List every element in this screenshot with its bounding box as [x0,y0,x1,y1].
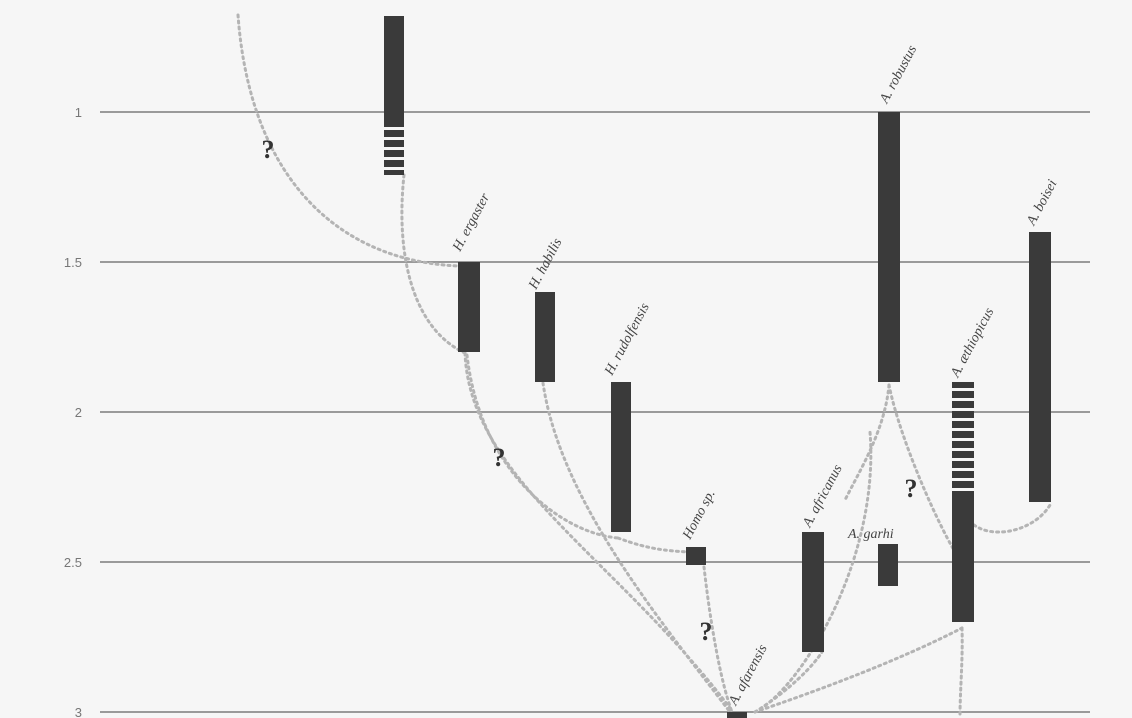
y-tick-label: 2.5 [64,555,82,570]
y-tick-label: 3 [75,705,82,718]
time-grid: 1 1.5 2 2.5 3 [64,105,1090,718]
species-label-h-habilis: H. habilis [526,236,566,293]
ancestry-link [616,536,692,554]
range-bar-h-habilis [535,292,555,382]
range-bar-homo-top [384,16,404,175]
ancestry-link [541,381,732,714]
range-bar-h-ergaster [458,262,480,352]
range-bar-a-boisei [1029,232,1051,502]
range-bar-a-aethiopicus [952,382,974,622]
question-mark: ? [493,443,506,472]
uncertainty-stripe [952,438,974,441]
range-bar-a-robustus [878,112,900,382]
uncertainty-marks: ???? [262,135,918,646]
species-label-a-boisei: A. boisei [1024,177,1061,228]
uncertainty-stripe [952,388,974,391]
range-bar-h-rudolfensis [611,382,631,532]
species-label-a-africanus: A. africanus [800,462,846,531]
ancestry-link [753,626,964,714]
ancestry-link [236,13,462,268]
ancestry-links [236,13,1052,718]
uncertainty-stripe [952,418,974,421]
ancestry-link [702,565,734,714]
y-tick-label: 1 [75,105,82,120]
species-label-a-aethiopicus: A. æthiopicus [948,305,998,381]
ancestry-link [753,650,824,714]
species-label-a-afarensis: A. afarensis [726,642,771,709]
range-bar-homo-sp [686,547,706,565]
ancestry-link [972,503,1052,534]
ancestry-link [958,626,964,718]
ancestry-link [400,173,467,355]
uncertainty-stripe [384,127,404,130]
uncertainty-stripe [952,428,974,431]
range-bar-a-garhi [878,544,898,586]
uncertainty-stripe [952,488,974,491]
uncertainty-stripe [384,167,404,170]
range-bar-a-afarensis [727,712,747,718]
species-label-h-ergaster: H. ergaster [450,190,494,254]
question-mark: ? [262,135,275,164]
ancestry-link [843,383,891,502]
uncertainty-stripe [952,478,974,481]
species-label-a-garhi: A. garhi [847,527,894,542]
uncertainty-stripe [952,398,974,401]
species-label-homo-sp: Homo sp. [680,487,719,542]
species-ranges [384,16,1051,718]
y-tick-label: 2 [75,405,82,420]
uncertainty-stripe [952,448,974,451]
species-label-h-rudolfensis: H. rudolfensis [602,300,653,378]
question-mark: ? [700,617,713,646]
ancestry-link [465,353,620,540]
question-mark: ? [905,474,918,503]
uncertainty-stripe [384,157,404,160]
species-label-a-robustus: A. robustus [877,42,921,106]
uncertainty-stripe [952,408,974,411]
uncertainty-stripe [384,147,404,150]
uncertainty-stripe [952,468,974,471]
ancestry-link [753,430,873,714]
y-tick-label: 1.5 [64,255,82,270]
uncertainty-stripe [384,137,404,140]
uncertainty-stripe [952,458,974,461]
range-bar-a-africanus [802,532,824,652]
